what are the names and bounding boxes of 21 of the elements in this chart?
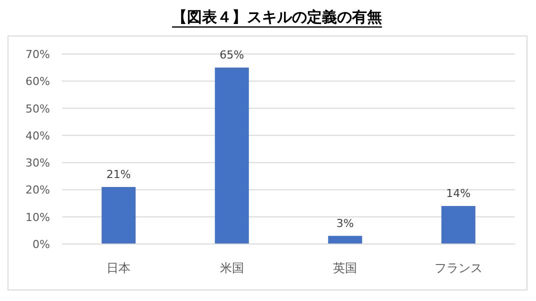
- x-tick-label: フランス: [434, 261, 482, 275]
- y-tick-label: 70%: [26, 48, 50, 61]
- bar: [214, 68, 249, 244]
- y-tick-label: 0%: [32, 238, 50, 251]
- bar: [328, 236, 362, 244]
- data-label: 21%: [106, 168, 131, 181]
- bar: [102, 187, 136, 244]
- x-tick-label: 日本: [106, 261, 131, 275]
- data-label: 65%: [220, 48, 244, 62]
- x-tick-label: 英国: [333, 261, 358, 275]
- data-label: 14%: [446, 187, 471, 200]
- y-tick-label: 10%: [26, 210, 50, 224]
- bar: [441, 206, 476, 244]
- y-tick-label: 40%: [26, 129, 50, 142]
- data-label: 3%: [336, 216, 354, 230]
- x-tick-label: 米国: [220, 261, 244, 275]
- y-tick-label: 50%: [26, 102, 50, 116]
- y-tick-label: 60%: [26, 75, 50, 88]
- chart-title: 【図表４】スキルの定義の有無: [172, 8, 382, 26]
- y-tick-label: 20%: [26, 184, 50, 197]
- y-tick-label: 30%: [26, 156, 50, 170]
